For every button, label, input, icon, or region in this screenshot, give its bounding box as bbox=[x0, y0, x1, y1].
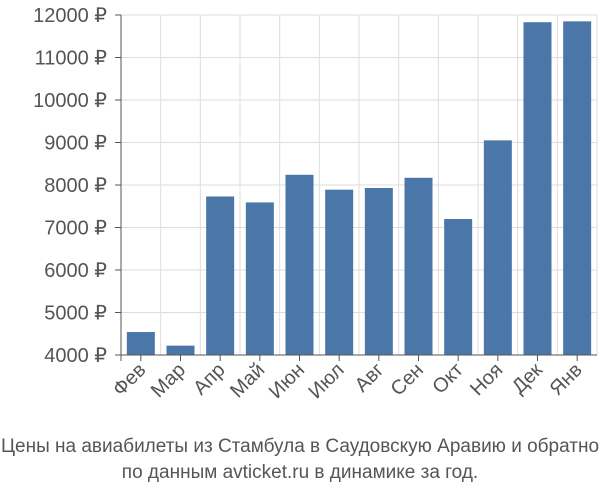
y-tick-label: 12000 ₽ bbox=[33, 5, 107, 27]
x-tick-label: Сен bbox=[387, 359, 428, 400]
y-tick-label: 11000 ₽ bbox=[35, 48, 108, 70]
x-tick-label: Фев bbox=[109, 359, 151, 401]
bar-8 bbox=[404, 177, 433, 355]
caption-line-2: по данным avticket.ru в динамике за год. bbox=[121, 462, 479, 483]
y-tick-label: 6000 ₽ bbox=[44, 260, 107, 282]
bar-5 bbox=[285, 174, 314, 355]
x-tick-label: Июн bbox=[265, 359, 309, 403]
y-tick-label: 9000 ₽ bbox=[44, 133, 107, 155]
x-tick-label: Мар bbox=[147, 359, 190, 402]
x-tick-label: Май bbox=[226, 359, 269, 402]
x-tick-label: Дек bbox=[508, 359, 547, 398]
bar-1 bbox=[126, 332, 155, 355]
bar-chart: 4000 ₽ 5000 ₽ 6000 ₽ 7000 ₽ 8000 ₽ 9000 ₽ 1000… bbox=[33, 5, 598, 403]
bar-11 bbox=[523, 22, 552, 355]
y-tick-label: 5000 ₽ bbox=[44, 303, 107, 325]
x-tick-label: Янв bbox=[546, 359, 587, 400]
y-tick-label: 4000 ₽ bbox=[44, 345, 107, 367]
x-tick-label: Июл bbox=[304, 359, 348, 403]
bar-7 bbox=[364, 187, 393, 355]
bar-9 bbox=[444, 219, 473, 355]
bars-layer bbox=[126, 21, 592, 355]
y-tick-label: 8000 ₽ bbox=[44, 175, 107, 197]
grid-layer bbox=[120, 14, 598, 356]
bar-12 bbox=[563, 21, 592, 355]
x-tick-label: Ноя bbox=[466, 359, 507, 400]
x-tick-label: Авг bbox=[351, 359, 389, 397]
axis-layer bbox=[115, 14, 597, 361]
bar-6 bbox=[325, 189, 354, 355]
x-tick-label: Окт bbox=[428, 359, 467, 398]
y-tick-label: 7000 ₽ bbox=[44, 218, 107, 240]
y-tick-labels: 4000 ₽ 5000 ₽ 6000 ₽ 7000 ₽ 8000 ₽ 9000 ₽ 1000… bbox=[33, 5, 107, 367]
bar-4 bbox=[245, 202, 274, 355]
bar-2 bbox=[166, 345, 195, 355]
x-tick-label: Апр bbox=[189, 359, 230, 400]
bar-10 bbox=[483, 140, 512, 355]
caption-line-1: Цены на авиабилеты из Стамбула в Саудовс… bbox=[0, 436, 600, 457]
bar-3 bbox=[206, 196, 235, 355]
y-tick-label: 10000 ₽ bbox=[33, 90, 107, 112]
